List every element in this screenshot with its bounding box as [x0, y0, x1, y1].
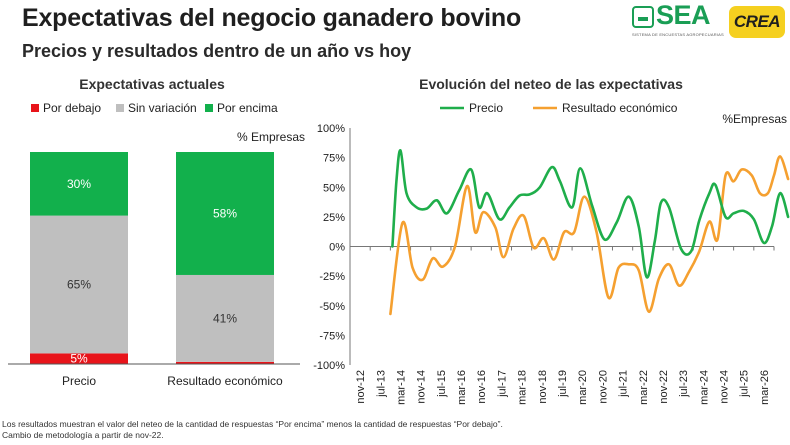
line-legend-label-2: Resultado económico: [562, 101, 678, 115]
precio-series-line: [391, 149, 790, 279]
x-tick-label-10: nov-18: [537, 370, 549, 404]
y-tick-label-7: -50%: [319, 301, 345, 313]
line-legend-label-1: Precio: [469, 101, 503, 115]
bar-category-label-1: Precio: [62, 374, 96, 388]
x-tick-label-14: jul-21: [618, 370, 630, 398]
y-tick-label-2: 75%: [323, 153, 345, 165]
y-tick-label-9: -100%: [313, 360, 345, 372]
legend-label-1: Por debajo: [43, 101, 101, 115]
legend-swatch-3: [205, 104, 213, 112]
legend-label-3: Por encima: [217, 101, 278, 115]
x-tick-label-17: jul-23: [678, 370, 690, 398]
footnote-line-1: Los resultados muestran el valor del net…: [2, 419, 503, 429]
x-tick-label-15: mar-22: [638, 370, 650, 405]
legend-swatch-1: [31, 104, 39, 112]
bar-category-label-2: Resultado económico: [167, 374, 283, 388]
bar-segment-1-1: [30, 353, 128, 364]
stacked-bar-chart: Expectativas actuales Por debajo Sin varia…: [8, 76, 305, 388]
sea-logo-icon: [632, 6, 654, 28]
bar-data-label-2-2: 41%: [213, 311, 237, 325]
x-tick-label-9: mar-18: [517, 370, 529, 405]
page-subtitle: Precios y resultados dentro de un año vs…: [22, 41, 412, 61]
x-tick-label-19: nov-24: [719, 370, 731, 404]
x-tick-label-21: mar-26: [759, 370, 771, 405]
crea-logo: CREA: [729, 6, 785, 38]
x-tick-label-18: mar-24: [698, 370, 710, 405]
bar-segment-2-3: [176, 152, 274, 275]
resultado-series-line: [389, 155, 790, 316]
sea-logo-text: SEA: [656, 0, 711, 30]
bar-data-label-2-3: 58%: [213, 206, 237, 220]
bar-segment-1-2: [30, 215, 128, 354]
x-tick-label-11: jul-19: [557, 370, 569, 398]
footnote-line-2: Cambio de metodología a partir de nov-22…: [2, 430, 164, 440]
y-tick-label-6: -25%: [319, 271, 345, 283]
bar-data-label-1-3: 30%: [67, 177, 91, 191]
y-tick-label-3: 50%: [323, 182, 345, 194]
bar-segment-2-2: [176, 274, 274, 362]
x-tick-label-13: nov-20: [597, 370, 609, 404]
y-tick-label-5: 0%: [329, 242, 345, 254]
page-title: Expectativas del negocio ganadero bovino: [22, 4, 522, 32]
legend-label-2: Sin variación: [128, 101, 197, 115]
x-tick-label-5: jul-15: [436, 370, 448, 398]
x-tick-label-3: mar-14: [395, 370, 407, 405]
bar-data-label-1-2: 65%: [67, 278, 91, 292]
line-chart-title: Evolución del neteo de las expectativas: [419, 76, 683, 92]
x-tick-label-6: mar-16: [456, 370, 468, 405]
bar-segment-2-1: [176, 361, 274, 364]
bar-segment-1-3: [30, 152, 128, 216]
x-tick-label-7: nov-16: [476, 370, 488, 404]
bar-data-label-1-1: 5%: [70, 352, 88, 366]
line-chart-unit-label: %Empresas: [722, 112, 787, 126]
sea-logo-tagline: SISTEMA DE ENCUESTAS AGROPECUARIAS: [632, 32, 724, 37]
y-tick-label-8: -75%: [319, 330, 345, 342]
x-tick-label-8: jul-17: [496, 370, 508, 398]
legend-swatch-2: [116, 104, 124, 112]
line-chart: Evolución del neteo de las expectativas P…: [313, 76, 790, 405]
crea-logo-text: CREA: [733, 12, 781, 31]
x-tick-label-2: jul-13: [375, 370, 387, 398]
x-tick-label-1: nov-12: [355, 370, 367, 404]
bar-chart-unit-label: % Empresas: [237, 130, 305, 144]
y-tick-label-1: 100%: [317, 123, 345, 135]
x-tick-label-12: mar-20: [577, 370, 589, 405]
x-tick-label-20: jul-25: [739, 370, 751, 398]
bar-chart-title: Expectativas actuales: [79, 76, 225, 92]
x-tick-label-4: nov-14: [416, 370, 428, 404]
sea-logo: SEA SISTEMA DE ENCUESTAS AGROPECUARIAS: [632, 0, 724, 44]
y-tick-label-4: 25%: [323, 212, 345, 224]
x-tick-label-16: nov-22: [658, 370, 670, 404]
